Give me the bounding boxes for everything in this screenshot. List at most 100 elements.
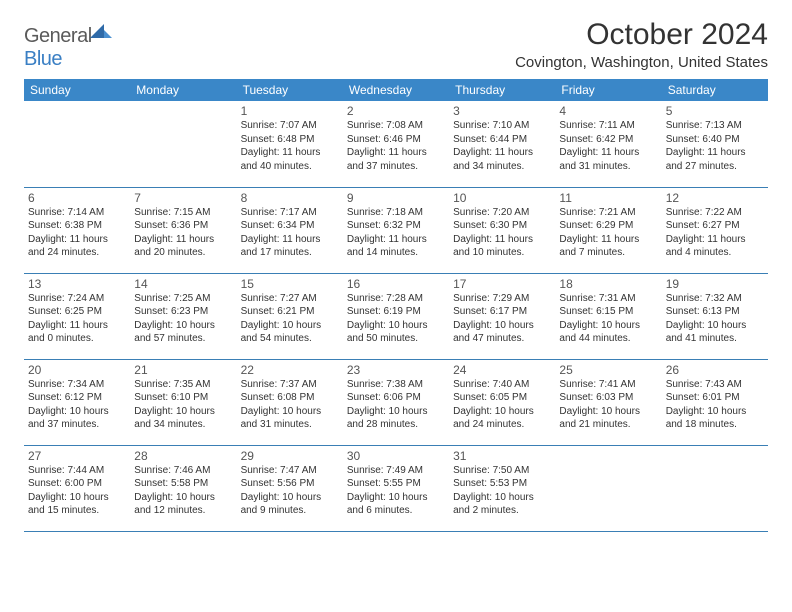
day-number: 16 xyxy=(347,277,445,291)
daylight-line: Daylight: 10 hours xyxy=(453,491,551,505)
day-header: Tuesday xyxy=(237,79,343,101)
daylight-line: Daylight: 11 hours xyxy=(559,233,657,247)
sunset-line: Sunset: 6:27 PM xyxy=(666,219,764,233)
brand-text: GeneralBlue xyxy=(24,24,112,71)
day-header: Wednesday xyxy=(343,79,449,101)
daylight-line: and 2 minutes. xyxy=(453,504,551,518)
day-header: Friday xyxy=(555,79,661,101)
empty-cell xyxy=(130,101,236,187)
daylight-line: and 9 minutes. xyxy=(241,504,339,518)
sunrise-line: Sunrise: 7:34 AM xyxy=(28,378,126,392)
daylight-line: Daylight: 10 hours xyxy=(347,405,445,419)
daylight-line: and 24 minutes. xyxy=(28,246,126,260)
daylight-line: Daylight: 10 hours xyxy=(347,491,445,505)
sunrise-line: Sunrise: 7:13 AM xyxy=(666,119,764,133)
sunset-line: Sunset: 6:23 PM xyxy=(134,305,232,319)
day-cell: 10Sunrise: 7:20 AMSunset: 6:30 PMDayligh… xyxy=(449,187,555,273)
day-number: 4 xyxy=(559,104,657,118)
daylight-line: Daylight: 11 hours xyxy=(241,146,339,160)
header: GeneralBlue October 2024 Covington, Wash… xyxy=(24,18,768,71)
title-block: October 2024 Covington, Washington, Unit… xyxy=(515,18,768,71)
daylight-line: Daylight: 11 hours xyxy=(347,146,445,160)
daylight-line: Daylight: 10 hours xyxy=(559,319,657,333)
sunrise-line: Sunrise: 7:50 AM xyxy=(453,464,551,478)
sunset-line: Sunset: 6:00 PM xyxy=(28,477,126,491)
daylight-line: and 54 minutes. xyxy=(241,332,339,346)
sunrise-line: Sunrise: 7:14 AM xyxy=(28,206,126,220)
sunrise-line: Sunrise: 7:37 AM xyxy=(241,378,339,392)
day-number: 8 xyxy=(241,191,339,205)
daylight-line: and 15 minutes. xyxy=(28,504,126,518)
day-number: 5 xyxy=(666,104,764,118)
day-number: 20 xyxy=(28,363,126,377)
sunset-line: Sunset: 6:19 PM xyxy=(347,305,445,319)
day-cell: 18Sunrise: 7:31 AMSunset: 6:15 PMDayligh… xyxy=(555,273,661,359)
sunset-line: Sunset: 5:55 PM xyxy=(347,477,445,491)
sunrise-line: Sunrise: 7:31 AM xyxy=(559,292,657,306)
sunset-line: Sunset: 5:58 PM xyxy=(134,477,232,491)
sunset-line: Sunset: 6:32 PM xyxy=(347,219,445,233)
sunrise-line: Sunrise: 7:47 AM xyxy=(241,464,339,478)
day-cell: 11Sunrise: 7:21 AMSunset: 6:29 PMDayligh… xyxy=(555,187,661,273)
daylight-line: and 31 minutes. xyxy=(241,418,339,432)
day-cell: 7Sunrise: 7:15 AMSunset: 6:36 PMDaylight… xyxy=(130,187,236,273)
day-cell: 26Sunrise: 7:43 AMSunset: 6:01 PMDayligh… xyxy=(662,359,768,445)
daylight-line: and 34 minutes. xyxy=(134,418,232,432)
day-cell: 28Sunrise: 7:46 AMSunset: 5:58 PMDayligh… xyxy=(130,445,236,531)
daylight-line: and 24 minutes. xyxy=(453,418,551,432)
day-number: 21 xyxy=(134,363,232,377)
sunset-line: Sunset: 6:48 PM xyxy=(241,133,339,147)
empty-cell xyxy=(555,445,661,531)
day-header-row: SundayMondayTuesdayWednesdayThursdayFrid… xyxy=(24,79,768,101)
daylight-line: and 28 minutes. xyxy=(347,418,445,432)
day-cell: 16Sunrise: 7:28 AMSunset: 6:19 PMDayligh… xyxy=(343,273,449,359)
day-number: 14 xyxy=(134,277,232,291)
sunrise-line: Sunrise: 7:27 AM xyxy=(241,292,339,306)
sunset-line: Sunset: 6:06 PM xyxy=(347,391,445,405)
daylight-line: and 4 minutes. xyxy=(666,246,764,260)
sunset-line: Sunset: 6:34 PM xyxy=(241,219,339,233)
daylight-line: Daylight: 10 hours xyxy=(28,405,126,419)
daylight-line: Daylight: 10 hours xyxy=(241,405,339,419)
month-title: October 2024 xyxy=(515,18,768,52)
daylight-line: and 57 minutes. xyxy=(134,332,232,346)
daylight-line: Daylight: 11 hours xyxy=(28,319,126,333)
day-number: 6 xyxy=(28,191,126,205)
brand-logo: GeneralBlue xyxy=(24,18,112,71)
daylight-line: Daylight: 10 hours xyxy=(666,405,764,419)
day-number: 31 xyxy=(453,449,551,463)
day-number: 22 xyxy=(241,363,339,377)
daylight-line: Daylight: 10 hours xyxy=(666,319,764,333)
sunset-line: Sunset: 6:38 PM xyxy=(28,219,126,233)
daylight-line: Daylight: 11 hours xyxy=(241,233,339,247)
daylight-line: Daylight: 11 hours xyxy=(134,233,232,247)
sunset-line: Sunset: 6:40 PM xyxy=(666,133,764,147)
daylight-line: Daylight: 11 hours xyxy=(453,233,551,247)
day-cell: 22Sunrise: 7:37 AMSunset: 6:08 PMDayligh… xyxy=(237,359,343,445)
daylight-line: and 12 minutes. xyxy=(134,504,232,518)
sunset-line: Sunset: 6:25 PM xyxy=(28,305,126,319)
day-number: 29 xyxy=(241,449,339,463)
day-cell: 5Sunrise: 7:13 AMSunset: 6:40 PMDaylight… xyxy=(662,101,768,187)
sunrise-line: Sunrise: 7:24 AM xyxy=(28,292,126,306)
sunset-line: Sunset: 6:30 PM xyxy=(453,219,551,233)
sunrise-line: Sunrise: 7:17 AM xyxy=(241,206,339,220)
day-number: 13 xyxy=(28,277,126,291)
daylight-line: Daylight: 11 hours xyxy=(28,233,126,247)
daylight-line: and 41 minutes. xyxy=(666,332,764,346)
day-number: 24 xyxy=(453,363,551,377)
sunset-line: Sunset: 6:03 PM xyxy=(559,391,657,405)
brand-blue: Blue xyxy=(24,48,62,70)
day-number: 27 xyxy=(28,449,126,463)
sunrise-line: Sunrise: 7:21 AM xyxy=(559,206,657,220)
sunrise-line: Sunrise: 7:20 AM xyxy=(453,206,551,220)
day-cell: 21Sunrise: 7:35 AMSunset: 6:10 PMDayligh… xyxy=(130,359,236,445)
day-cell: 30Sunrise: 7:49 AMSunset: 5:55 PMDayligh… xyxy=(343,445,449,531)
daylight-line: and 27 minutes. xyxy=(666,160,764,174)
week-row: 13Sunrise: 7:24 AMSunset: 6:25 PMDayligh… xyxy=(24,273,768,359)
daylight-line: Daylight: 11 hours xyxy=(347,233,445,247)
daylight-line: Daylight: 11 hours xyxy=(559,146,657,160)
daylight-line: and 21 minutes. xyxy=(559,418,657,432)
day-header: Saturday xyxy=(662,79,768,101)
sunrise-line: Sunrise: 7:25 AM xyxy=(134,292,232,306)
